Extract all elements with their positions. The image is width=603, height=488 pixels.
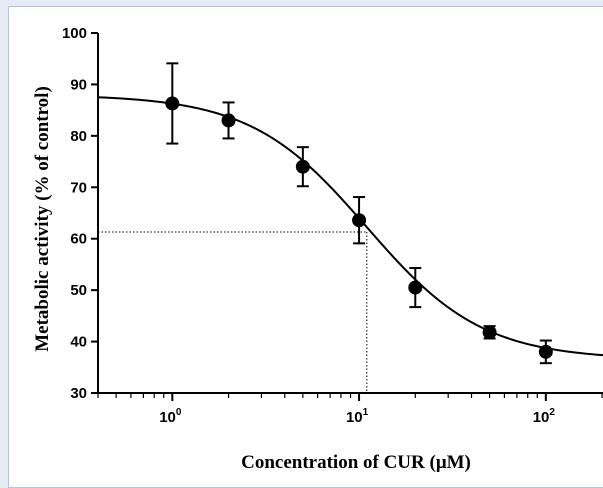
y-tick-label: 80 xyxy=(70,128,87,145)
data-point xyxy=(538,344,553,359)
x-tick-label: 101 xyxy=(346,407,369,426)
data-point xyxy=(482,325,497,340)
chart-svg: 30 40 50 60 70 80 90 100 100 101 102 Concentratio… xyxy=(32,25,603,473)
y-tick-label: 70 xyxy=(70,179,87,196)
x-tick-label: 100 xyxy=(159,407,182,426)
fit-curve xyxy=(97,96,603,357)
x-ticks: 100 101 102 xyxy=(97,393,603,426)
y-tick-label: 60 xyxy=(70,231,87,248)
ic50-reference-lines xyxy=(98,231,368,393)
x-axis-title: Concentration of CUR (μM) xyxy=(241,452,471,473)
data-point xyxy=(165,96,180,111)
axes xyxy=(97,33,603,394)
y-axis-title: Metabolic activity (% of control) xyxy=(32,86,53,352)
y-tick-label: 50 xyxy=(70,282,87,299)
data-point xyxy=(221,113,236,128)
x-tick-label: 102 xyxy=(533,407,556,426)
y-tick-label: 100 xyxy=(62,25,87,42)
data-point xyxy=(295,159,310,174)
data-point xyxy=(408,280,423,295)
y-tick-label: 90 xyxy=(70,76,87,93)
y-tick-label: 30 xyxy=(70,385,87,402)
chart-panel: 30 40 50 60 70 80 90 100 100 101 102 Concentratio… xyxy=(8,6,603,488)
data-point xyxy=(352,213,367,228)
y-ticks: 30 40 50 60 70 80 90 100 xyxy=(62,25,98,402)
y-tick-label: 40 xyxy=(70,334,87,351)
data-points xyxy=(165,96,553,359)
